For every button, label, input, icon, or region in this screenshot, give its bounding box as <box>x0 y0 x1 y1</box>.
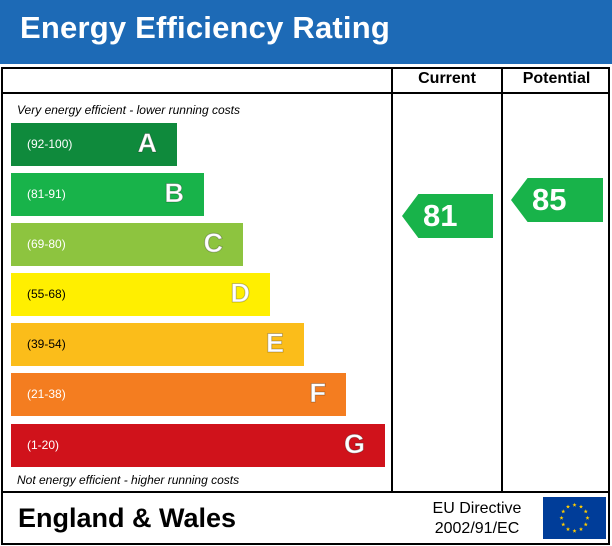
eu-star <box>565 527 571 532</box>
band-e: (39-54) E <box>11 323 304 366</box>
band-letter: B <box>164 178 184 209</box>
band-letter: C <box>203 228 223 259</box>
band-g: (1-20) G <box>11 424 385 467</box>
band-range-label: (21-38) <box>27 387 66 401</box>
band-b: (81-91) B <box>11 173 204 216</box>
column-header-current: Current <box>418 70 476 87</box>
eu-star <box>583 522 588 527</box>
eu-star <box>578 504 584 509</box>
potential-rating-value: 85 <box>532 182 567 217</box>
band-d: (55-68) D <box>11 273 270 316</box>
footer-divider <box>1 491 610 493</box>
current-rating-value: 81 <box>423 198 458 233</box>
band-c: (69-80) C <box>11 223 243 266</box>
eu-star <box>578 527 584 532</box>
page-title: Energy Efficiency Rating <box>20 10 391 45</box>
potential-rating-shape <box>511 178 603 222</box>
eu-star <box>561 522 566 527</box>
directive-line-1: EU Directive <box>432 500 522 517</box>
eu-star <box>572 528 577 533</box>
band-range-label: (55-68) <box>27 287 66 301</box>
column-header-potential: Potential <box>522 70 591 87</box>
band-letter: E <box>265 328 284 359</box>
band-range-label: (81-91) <box>27 187 66 201</box>
divider-potential <box>501 67 503 493</box>
divider-current <box>391 67 393 493</box>
band-range-label: (39-54) <box>27 337 66 351</box>
band-a: (92-100) A <box>11 123 177 166</box>
directive-line-2: 2002/91/EC <box>434 520 520 537</box>
eu-star <box>561 509 566 514</box>
band-range-label: (69-80) <box>27 237 66 251</box>
rating-frame <box>1 67 610 545</box>
eu-star <box>559 515 564 520</box>
eu-star <box>572 502 577 507</box>
current-rating-arrow: 81 <box>402 194 493 238</box>
current-rating-shape <box>402 194 493 238</box>
potential-rating-arrow: 85 <box>511 178 603 222</box>
caption-top: Very energy efficient - lower running co… <box>17 103 240 117</box>
eu-star <box>583 509 588 514</box>
band-letter: F <box>309 378 326 409</box>
eu-star <box>565 504 571 509</box>
eu-star <box>585 515 590 520</box>
header-bar: Energy Efficiency Rating <box>0 0 612 64</box>
eu-flag-icon <box>543 497 606 539</box>
band-range-label: (1-20) <box>27 438 60 452</box>
band-f: (21-38) F <box>11 373 346 416</box>
caption-bottom: Not energy efficient - higher running co… <box>17 473 240 487</box>
band-range-label: (92-100) <box>27 137 73 151</box>
header-row-divider <box>1 92 610 94</box>
region-label: England & Wales <box>18 503 237 533</box>
band-letter: G <box>343 429 365 460</box>
eu-flag-stars <box>559 502 590 533</box>
band-letter: A <box>137 128 157 159</box>
band-letter: D <box>230 278 250 309</box>
